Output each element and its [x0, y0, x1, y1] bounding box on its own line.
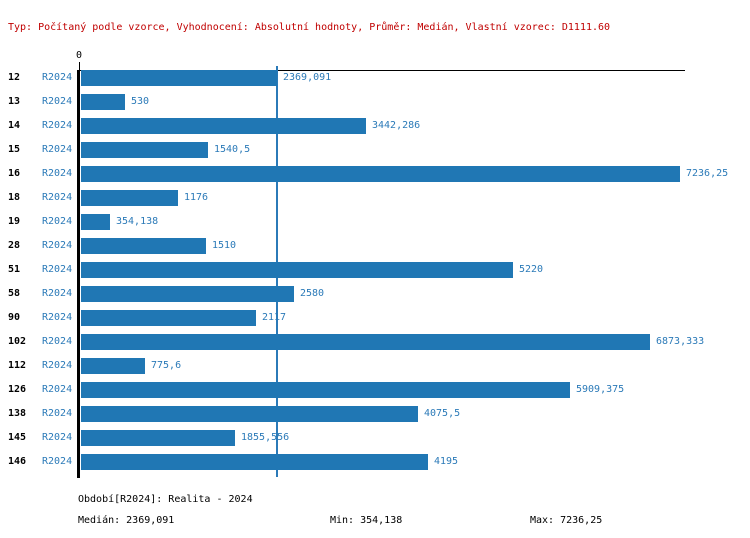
- chart-row: 12 R2024 2369,091: [0, 70, 750, 86]
- category-label: 15: [8, 144, 21, 155]
- bar: [81, 406, 418, 422]
- chart-row: 145 R2024 1855,556: [0, 430, 750, 446]
- bar: [81, 94, 125, 110]
- chart-settings-info: Typ: Počítaný podle vzorce, Vyhodnocení:…: [8, 22, 611, 33]
- chart-row: 112 R2024 775,6: [0, 358, 750, 374]
- series-label: R2024: [42, 360, 73, 371]
- category-label: 138: [8, 408, 27, 419]
- bar: [81, 166, 680, 182]
- bar: [81, 334, 650, 350]
- bar: [81, 454, 428, 470]
- bar: [81, 382, 570, 398]
- category-label: 12: [8, 72, 21, 83]
- chart-row: 13 R2024 530: [0, 94, 750, 110]
- value-label: 1176: [184, 192, 209, 203]
- bar: [81, 142, 208, 158]
- category-label: 18: [8, 192, 21, 203]
- chart-row: 102 R2024 6873,333: [0, 334, 750, 350]
- series-label: R2024: [42, 264, 73, 275]
- value-label: 1540,5: [214, 144, 251, 155]
- value-label: 2369,091: [283, 72, 332, 83]
- series-label: R2024: [42, 144, 73, 155]
- value-label: 354,138: [116, 216, 159, 227]
- chart-row: 138 R2024 4075,5: [0, 406, 750, 422]
- chart-row: 90 R2024 2117: [0, 310, 750, 326]
- bar: [81, 262, 513, 278]
- category-label: 16: [8, 168, 21, 179]
- chart-row: 19 R2024 354,138: [0, 214, 750, 230]
- value-label: 5220: [519, 264, 544, 275]
- category-label: 146: [8, 456, 27, 467]
- category-label: 126: [8, 384, 27, 395]
- series-label: R2024: [42, 288, 73, 299]
- bar-chart: 0 12 R2024 2369,091 13 R2024 530 14 R2024 3442,2…: [0, 50, 750, 478]
- value-label: 4195: [434, 456, 459, 467]
- x-axis-zero-label: 0: [76, 50, 83, 61]
- series-label: R2024: [42, 96, 73, 107]
- series-label: R2024: [42, 168, 73, 179]
- value-label: 5909,375: [576, 384, 625, 395]
- category-label: 90: [8, 312, 21, 323]
- bar: [81, 214, 110, 230]
- series-label: R2024: [42, 456, 73, 467]
- bar: [81, 118, 366, 134]
- bar: [81, 310, 256, 326]
- value-label: 3442,286: [372, 120, 421, 131]
- series-label: R2024: [42, 312, 73, 323]
- value-label: 2580: [300, 288, 325, 299]
- series-label: R2024: [42, 120, 73, 131]
- bar: [81, 238, 206, 254]
- series-label: R2024: [42, 432, 73, 443]
- category-label: 145: [8, 432, 27, 443]
- category-label: 51: [8, 264, 21, 275]
- series-label: R2024: [42, 216, 73, 227]
- category-label: 58: [8, 288, 21, 299]
- category-label: 102: [8, 336, 27, 347]
- period-label: Období[R2024]: Realita - 2024: [78, 494, 253, 505]
- category-label: 28: [8, 240, 21, 251]
- bar: [81, 190, 178, 206]
- chart-row: 28 R2024 1510: [0, 238, 750, 254]
- category-label: 112: [8, 360, 27, 371]
- category-label: 13: [8, 96, 21, 107]
- min-stat-label: Min: 354,138: [330, 515, 403, 526]
- category-label: 14: [8, 120, 21, 131]
- chart-row: 15 R2024 1540,5: [0, 142, 750, 158]
- value-label: 1855,556: [241, 432, 290, 443]
- bar: [81, 358, 145, 374]
- bar: [81, 430, 235, 446]
- chart-row: 16 R2024 7236,25: [0, 166, 750, 182]
- chart-row: 14 R2024 3442,286: [0, 118, 750, 134]
- x-axis-line: [77, 70, 685, 71]
- value-label: 2117: [262, 312, 287, 323]
- bar: [81, 286, 294, 302]
- chart-row: 126 R2024 5909,375: [0, 382, 750, 398]
- max-stat-label: Max: 7236,25: [530, 515, 603, 526]
- value-label: 530: [131, 96, 150, 107]
- series-label: R2024: [42, 384, 73, 395]
- value-label: 1510: [212, 240, 237, 251]
- chart-row: 58 R2024 2580: [0, 286, 750, 302]
- value-label: 6873,333: [656, 336, 705, 347]
- value-label: 7236,25: [686, 168, 729, 179]
- value-label: 4075,5: [424, 408, 461, 419]
- chart-row: 146 R2024 4195: [0, 454, 750, 470]
- median-stat-label: Medián: 2369,091: [78, 515, 175, 526]
- x-axis-tick: [79, 62, 80, 70]
- series-label: R2024: [42, 192, 73, 203]
- series-label: R2024: [42, 336, 73, 347]
- chart-row: 51 R2024 5220: [0, 262, 750, 278]
- bar: [81, 70, 277, 86]
- chart-row: 18 R2024 1176: [0, 190, 750, 206]
- y-axis-line: [77, 70, 80, 478]
- series-label: R2024: [42, 240, 73, 251]
- value-label: 775,6: [151, 360, 182, 371]
- category-label: 19: [8, 216, 21, 227]
- series-label: R2024: [42, 72, 73, 83]
- series-label: R2024: [42, 408, 73, 419]
